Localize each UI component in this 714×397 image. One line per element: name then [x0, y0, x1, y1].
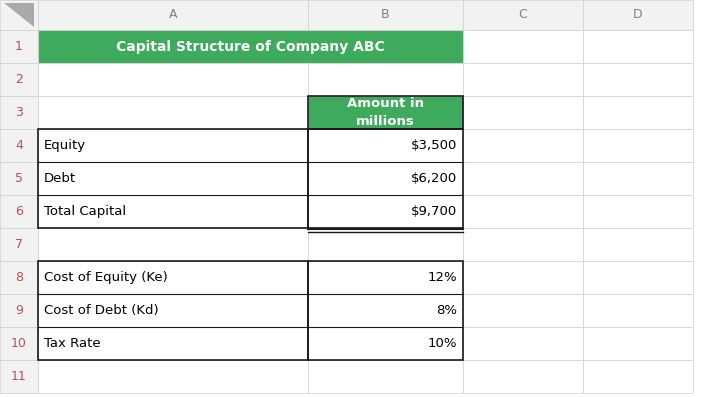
Text: $3,500: $3,500 — [411, 139, 457, 152]
Bar — [583, 30, 693, 63]
Bar — [583, 96, 693, 129]
Bar — [308, 195, 463, 228]
Bar — [0, 228, 38, 261]
Bar — [463, 30, 583, 63]
Text: B: B — [381, 8, 390, 21]
Bar — [463, 0, 583, 30]
Bar — [38, 261, 308, 360]
Bar — [0, 63, 38, 96]
Bar — [583, 228, 693, 261]
Bar — [308, 63, 463, 96]
Text: 12%: 12% — [428, 271, 457, 284]
Bar — [0, 129, 38, 162]
Text: 9: 9 — [15, 304, 23, 317]
Text: 10%: 10% — [428, 337, 457, 350]
Bar — [463, 195, 583, 228]
Bar — [463, 294, 583, 327]
Text: Capital Structure of Company ABC: Capital Structure of Company ABC — [116, 39, 385, 54]
Bar — [583, 327, 693, 360]
Text: 6: 6 — [15, 205, 23, 218]
Text: Cost of Debt (Kd): Cost of Debt (Kd) — [44, 304, 159, 317]
Bar — [308, 228, 463, 261]
Bar — [463, 63, 583, 96]
Text: 7: 7 — [15, 238, 23, 251]
Bar — [583, 0, 693, 30]
Text: 3: 3 — [15, 106, 23, 119]
Bar — [463, 360, 583, 393]
Bar — [583, 63, 693, 96]
Text: Total Capital: Total Capital — [44, 205, 126, 218]
Bar — [308, 261, 463, 360]
Text: Debt: Debt — [44, 172, 76, 185]
Bar — [0, 195, 38, 228]
Text: A: A — [169, 8, 177, 21]
Bar — [583, 162, 693, 195]
Polygon shape — [4, 3, 34, 27]
Text: Cost of Equity (Ke): Cost of Equity (Ke) — [44, 271, 168, 284]
Bar — [308, 129, 463, 228]
Bar — [463, 327, 583, 360]
Bar — [583, 360, 693, 393]
Bar — [38, 261, 308, 294]
Bar — [38, 0, 308, 30]
Bar — [0, 96, 38, 129]
Bar — [308, 96, 463, 129]
Bar — [308, 327, 463, 360]
Bar — [583, 261, 693, 294]
Bar — [308, 162, 463, 195]
Text: 10: 10 — [11, 337, 27, 350]
Bar — [0, 261, 38, 294]
Bar — [463, 129, 583, 162]
Bar — [583, 294, 693, 327]
Bar — [308, 96, 463, 129]
Text: Amount in
millions: Amount in millions — [347, 97, 424, 128]
Bar — [0, 0, 38, 30]
Bar — [38, 162, 308, 195]
Bar — [463, 162, 583, 195]
Bar — [0, 294, 38, 327]
Bar — [38, 228, 308, 261]
Text: C: C — [518, 8, 528, 21]
Bar — [38, 96, 308, 129]
Bar — [0, 360, 38, 393]
Bar — [308, 0, 463, 30]
Bar — [308, 129, 463, 162]
Bar — [38, 30, 463, 63]
Text: 8%: 8% — [436, 304, 457, 317]
Text: $9,700: $9,700 — [411, 205, 457, 218]
Bar — [38, 63, 308, 96]
Text: 2: 2 — [15, 73, 23, 86]
Bar — [0, 162, 38, 195]
Bar — [463, 96, 583, 129]
Bar — [463, 228, 583, 261]
Bar — [583, 195, 693, 228]
Text: D: D — [633, 8, 643, 21]
Bar — [583, 129, 693, 162]
Bar — [38, 294, 308, 327]
Bar — [38, 327, 308, 360]
Bar — [463, 261, 583, 294]
Text: Tax Rate: Tax Rate — [44, 337, 101, 350]
Bar — [0, 327, 38, 360]
Text: 1: 1 — [15, 40, 23, 53]
Text: 5: 5 — [15, 172, 23, 185]
Text: Equity: Equity — [44, 139, 86, 152]
Bar — [38, 360, 308, 393]
Text: 11: 11 — [11, 370, 27, 383]
Bar — [38, 195, 308, 228]
Bar — [308, 261, 463, 294]
Text: $6,200: $6,200 — [411, 172, 457, 185]
Bar — [38, 129, 308, 228]
Bar — [308, 360, 463, 393]
Bar — [0, 30, 38, 63]
Text: 8: 8 — [15, 271, 23, 284]
Bar — [38, 129, 308, 162]
Bar — [308, 294, 463, 327]
Text: 4: 4 — [15, 139, 23, 152]
